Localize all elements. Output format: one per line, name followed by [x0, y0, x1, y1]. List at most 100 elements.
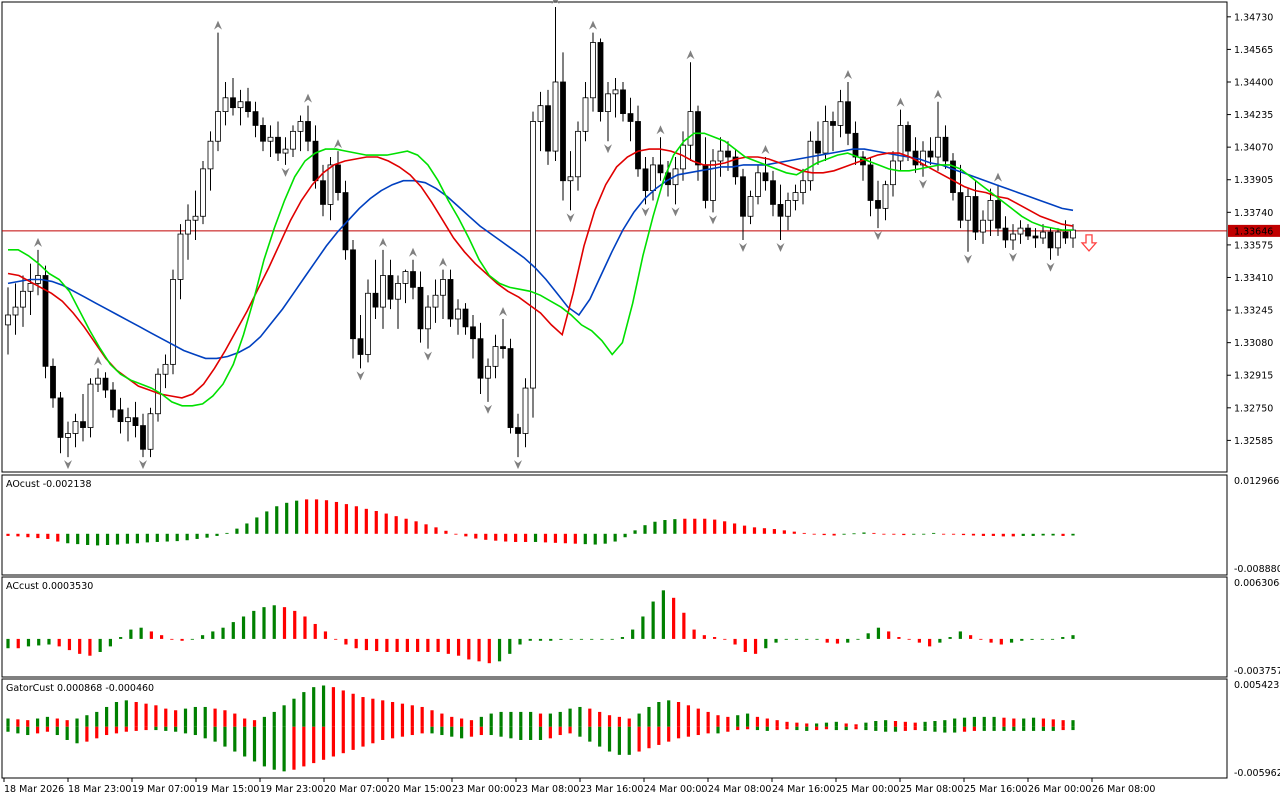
ac-bar — [733, 638, 737, 645]
fractal-up-marker — [844, 69, 852, 79]
gator-upper-bar — [519, 711, 523, 727]
candle-body — [1055, 231, 1061, 249]
gator-indicator-panel[interactable] — [1, 678, 1228, 779]
candle-body — [357, 338, 364, 355]
ao-bar — [474, 533, 478, 539]
candle-body — [530, 121, 536, 389]
ao-bar — [663, 520, 667, 534]
ac-bar — [651, 601, 655, 639]
gator-lower-bar — [154, 726, 158, 731]
gator-upper-bar — [499, 711, 503, 727]
gator-upper-bar — [815, 723, 819, 727]
gator-upper-bar — [351, 693, 355, 727]
ao-bar — [1011, 533, 1015, 537]
gator-upper-bar — [105, 706, 109, 727]
main-price-panel[interactable] — [1, 1, 1228, 473]
ao-bar — [653, 521, 657, 534]
ac-bar — [661, 590, 665, 639]
candle-body — [252, 111, 259, 126]
candle-body — [612, 89, 619, 95]
candle-body — [200, 168, 206, 217]
candle-body — [290, 130, 296, 150]
gator-upper-bar — [193, 706, 197, 727]
ac-bar — [241, 616, 246, 639]
candle-body — [800, 180, 806, 193]
gator-upper-bar — [223, 710, 227, 727]
candle-body — [132, 417, 139, 426]
ac-bar — [948, 637, 952, 639]
candle-body — [650, 164, 656, 191]
gator-upper-bar — [65, 720, 69, 727]
candle-body — [87, 383, 94, 428]
time-axis-label: 23 Mar 16:00 — [580, 784, 643, 795]
gator-upper-bar — [647, 706, 651, 727]
gator-lower-bar — [893, 726, 898, 732]
ac-bar — [16, 638, 20, 649]
ao-bar — [892, 533, 896, 535]
ao-bar — [593, 533, 597, 545]
ac-bar — [518, 638, 522, 645]
candle-body — [770, 180, 776, 205]
gator-upper-bar — [884, 720, 888, 727]
ao-indicator-panel[interactable] — [1, 474, 1228, 576]
gator-lower-bar — [1031, 726, 1036, 731]
gator-lower-bar — [1061, 726, 1065, 731]
ao-bar — [36, 533, 40, 539]
gator-lower-bar — [1002, 726, 1006, 731]
gator-upper-bar — [923, 721, 927, 727]
ac-indicator-panel[interactable] — [1, 576, 1228, 678]
gator-lower-bar — [430, 726, 434, 734]
gator-upper-bar — [6, 718, 10, 727]
fractal-down-marker — [641, 207, 650, 217]
gator-upper-bar — [381, 700, 385, 727]
candle-body — [417, 286, 424, 330]
gator-upper-bar — [844, 723, 848, 727]
fractal-down-marker — [709, 215, 717, 225]
fractal-down-marker — [919, 179, 927, 189]
time-axis-label: 23 Mar 08:00 — [516, 784, 579, 795]
gator-lower-bar — [509, 726, 513, 739]
ao-bar — [623, 533, 627, 538]
ao-bar — [16, 533, 20, 537]
price-axis-label: 1.34235 — [1234, 110, 1273, 121]
ac-bar — [313, 623, 317, 639]
ac-bar — [47, 638, 51, 645]
candle-body — [57, 397, 64, 438]
price-axis-label: 1.34730 — [1234, 12, 1273, 23]
candle-body — [1010, 233, 1016, 241]
gator-upper-bar — [1022, 718, 1026, 727]
gator-lower-bar — [903, 726, 907, 731]
ao-bar — [523, 533, 528, 542]
fractal-up-marker — [896, 97, 905, 107]
gator-upper-bar — [55, 718, 59, 727]
ao-bar — [66, 533, 70, 544]
gator-lower-bar — [943, 726, 947, 733]
ao-bar — [613, 533, 617, 542]
gator-lower-bar — [657, 726, 661, 745]
fractal-up-marker — [589, 20, 597, 30]
ac-bar — [1030, 638, 1034, 640]
ao-bar — [852, 533, 856, 535]
fractal-up-marker — [551, 0, 560, 4]
gator-upper-bar — [568, 708, 572, 727]
ac-bar — [180, 638, 184, 641]
candle-body — [642, 168, 649, 191]
axes: 1.34730 1.34565 1.34400 1.34235 1.34070 1.339… — [3, 12, 1280, 795]
ac-bar — [57, 638, 61, 647]
ac-bar — [436, 638, 440, 652]
ao-bar — [742, 525, 747, 534]
ao-bar — [1051, 533, 1055, 536]
gator-upper-bar — [479, 716, 483, 727]
gator-lower-bar — [953, 726, 957, 733]
gator-upper-bar — [706, 711, 710, 727]
gator-lower-bar — [884, 726, 888, 732]
candle-body — [852, 132, 859, 158]
gator-lower-bar — [292, 726, 296, 770]
ac-bar — [600, 638, 604, 640]
gator-upper-bar — [775, 720, 779, 727]
ac-bar — [6, 638, 10, 649]
ac-bar — [682, 612, 686, 639]
ac-bar — [743, 638, 747, 652]
